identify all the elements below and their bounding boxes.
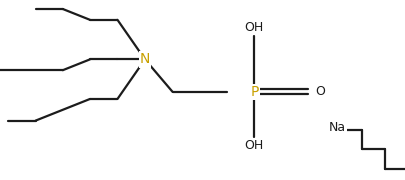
Text: OH: OH [245, 139, 264, 152]
Text: P: P [250, 85, 258, 99]
Text: N: N [140, 52, 150, 66]
Text: O: O [315, 85, 325, 98]
Text: OH: OH [245, 21, 264, 34]
Text: Na: Na [329, 121, 346, 134]
